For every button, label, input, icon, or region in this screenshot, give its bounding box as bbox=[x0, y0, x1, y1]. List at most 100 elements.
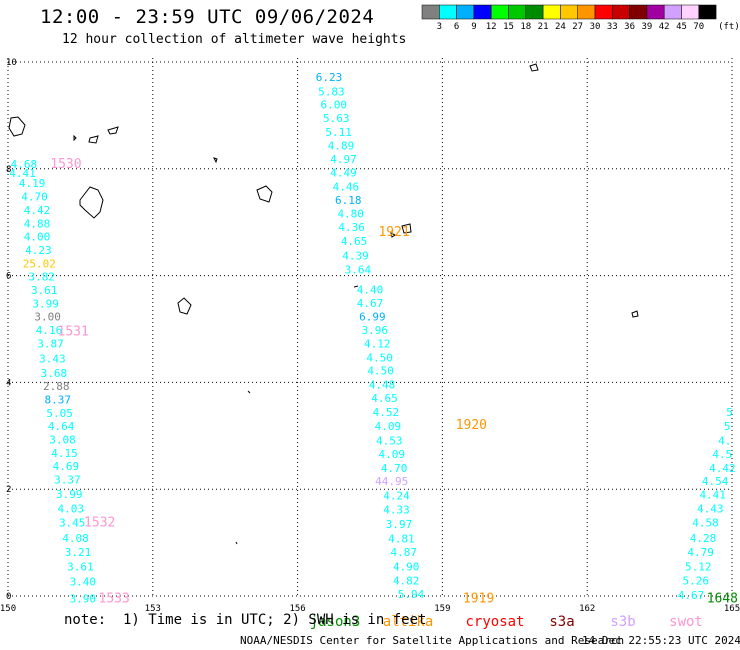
color-scale-label: 21 bbox=[538, 22, 549, 32]
satellite-legend: jason3 altika cryosat s3a s3b swot bbox=[310, 614, 703, 630]
pass-time-label: 1921 bbox=[378, 225, 409, 240]
color-scale-label: 3 bbox=[437, 22, 442, 32]
pass-time-label: 1920 bbox=[456, 418, 487, 433]
wave-height-label: 4.23 bbox=[25, 244, 52, 257]
legend-entry-cryosat: cryosat bbox=[465, 614, 524, 630]
color-scale-label: 70 bbox=[693, 22, 704, 32]
wave-height-label: 4.46 bbox=[333, 180, 360, 193]
y-tick-label: 8 bbox=[6, 165, 11, 175]
wave-height-label: 5.11 bbox=[325, 126, 352, 139]
wave-height-label: 4.16 bbox=[36, 324, 63, 337]
legend-entry-s3a: s3a bbox=[549, 614, 574, 630]
x-tick-label: 156 bbox=[289, 604, 305, 614]
chart-title: 12:00 - 23:59 UTC 09/06/2024 bbox=[40, 6, 375, 28]
wave-height-label: 4.09 bbox=[378, 448, 405, 461]
color-scale-swatch bbox=[542, 4, 561, 20]
color-scale-swatch bbox=[421, 4, 440, 20]
wave-height-label: 44.95 bbox=[375, 475, 408, 488]
wave-height-label: 4.65 bbox=[341, 235, 368, 248]
color-scale-swatch bbox=[698, 4, 717, 20]
wave-height-label: 3.61 bbox=[31, 284, 58, 297]
wave-height-label: 3.99 bbox=[32, 297, 59, 310]
wave-height-label: 4.64 bbox=[48, 420, 75, 433]
wave-height-label: 3.87 bbox=[37, 337, 64, 350]
island-outline bbox=[353, 285, 359, 288]
wave-height-label: 4.09 bbox=[375, 420, 402, 433]
wave-height-label: 4.67 bbox=[678, 589, 705, 602]
wave-height-label: 5.94 bbox=[398, 588, 425, 601]
color-scale-label: 9 bbox=[471, 22, 476, 32]
color-scale-label: 42 bbox=[659, 22, 670, 32]
color-scale-label: 30 bbox=[590, 22, 601, 32]
wave-height-label: 4.87 bbox=[391, 546, 418, 559]
chart-subtitle: 12 hour collection of altimeter wave hei… bbox=[62, 32, 407, 47]
wave-height-label: 4.88 bbox=[24, 217, 51, 230]
wave-height-label: 3.64 bbox=[345, 264, 372, 277]
wave-height-label: 4.50 bbox=[366, 351, 393, 364]
wave-height-label: 4.19 bbox=[19, 177, 46, 190]
x-tick-label: 162 bbox=[579, 604, 595, 614]
legend-entry-swot: swot bbox=[669, 614, 703, 630]
wave-height-label: 4. bbox=[718, 435, 731, 448]
color-scale-label: 15 bbox=[503, 22, 514, 32]
island-outline bbox=[401, 223, 412, 234]
wave-height-label: 4.80 bbox=[337, 208, 364, 221]
wave-height-label: 3.82 bbox=[29, 271, 56, 284]
color-scale-label: 33 bbox=[607, 22, 618, 32]
color-scale-label: 6 bbox=[454, 22, 459, 32]
island-outlines bbox=[8, 63, 639, 545]
color-scale-swatch bbox=[490, 4, 509, 20]
wave-height-label: 4.28 bbox=[690, 532, 717, 545]
x-tick-label: 159 bbox=[434, 604, 450, 614]
wave-height-label: 4.65 bbox=[371, 392, 398, 405]
track-time-labels: 1530 1531 1532 1533 1921 1920 1919 1648 bbox=[50, 157, 738, 607]
wave-height-label: 3.40 bbox=[70, 576, 97, 589]
wave-height-label: 6.00 bbox=[321, 99, 348, 112]
color-scale-label: 12 bbox=[486, 22, 497, 32]
legend-entry-s3b: s3b bbox=[610, 614, 635, 630]
island-outline bbox=[213, 157, 218, 164]
wave-height-label: 4.00 bbox=[24, 231, 51, 244]
color-scale-bar: 3 6 9 12 15 18 21 24 27 30 33 36 39 42 45 70 (ft) bbox=[421, 4, 740, 32]
pass-time-label: 1533 bbox=[99, 592, 130, 607]
pass-time-label: 1532 bbox=[84, 515, 115, 530]
wave-height-label: 4.5 bbox=[712, 448, 732, 461]
color-scale-unit: (ft) bbox=[718, 22, 740, 32]
wave-height-label: 5.83 bbox=[318, 85, 345, 98]
wave-height-label: 4.12 bbox=[364, 337, 391, 350]
color-scale-label: 36 bbox=[624, 22, 635, 32]
wave-height-label: 4.36 bbox=[338, 221, 365, 234]
y-tick-label: 4 bbox=[6, 378, 11, 388]
color-scale-swatch bbox=[439, 4, 457, 20]
color-scale-label: 18 bbox=[520, 22, 531, 32]
legend-entry-jason3: jason3 bbox=[310, 614, 361, 630]
wave-height-label: 4.03 bbox=[57, 502, 84, 515]
color-scale-swatch bbox=[594, 4, 613, 20]
wave-height-label: 3.21 bbox=[65, 546, 92, 559]
wave-height-label: 4.52 bbox=[373, 406, 400, 419]
wave-height-label: 5.26 bbox=[683, 575, 710, 588]
y-tick-label: 10 bbox=[6, 58, 17, 68]
axis-ticks: 150 153 156 159 162 165 0 2 4 6 8 10 bbox=[0, 58, 740, 614]
island-outline bbox=[79, 186, 104, 219]
wave-height-label: 3.00 bbox=[34, 311, 61, 324]
wave-height-label: 5 bbox=[726, 406, 733, 419]
color-scale-swatch bbox=[629, 4, 648, 20]
wave-height-label: 4.70 bbox=[381, 462, 408, 475]
wave-height-label: 5 bbox=[724, 420, 731, 433]
island-outline bbox=[256, 185, 273, 203]
wave-height-label: 2.88 bbox=[43, 380, 70, 393]
island-outline bbox=[88, 135, 99, 144]
wave-height-label: 4.82 bbox=[393, 575, 420, 588]
color-scale-swatch bbox=[456, 4, 475, 20]
wave-height-label: 8.37 bbox=[44, 393, 71, 406]
credit-line: NOAA/NESDIS Center for Satellite Applica… bbox=[240, 634, 625, 647]
wave-height-label: 4.42 bbox=[709, 462, 736, 475]
wave-height-label: 4.89 bbox=[328, 139, 355, 152]
color-scale-swatch bbox=[612, 4, 630, 20]
wave-height-label: 25.02 bbox=[23, 257, 56, 270]
island-outline bbox=[107, 126, 119, 135]
wave-height-label: 4.70 bbox=[21, 191, 48, 204]
pass-time-label: 1530 bbox=[50, 157, 81, 172]
